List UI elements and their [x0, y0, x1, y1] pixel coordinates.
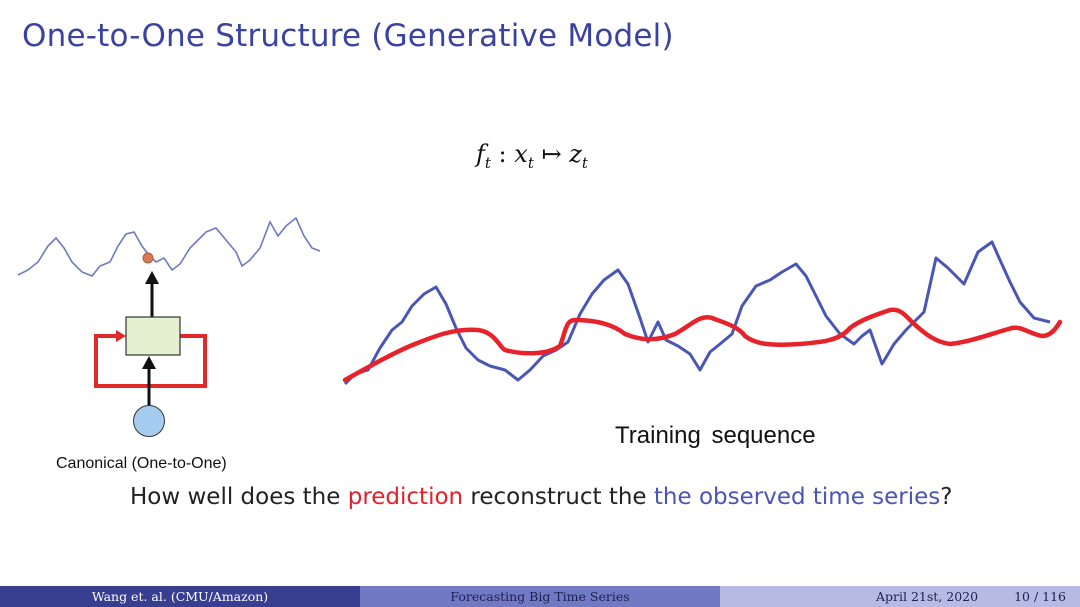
output-series-line: [17, 216, 321, 277]
mapping-formula: ft : xt ↦ zt: [476, 140, 588, 172]
input-node: [133, 405, 165, 437]
slide-title: One-to-One Structure (Generative Model): [22, 18, 674, 54]
question-prediction-highlight: prediction: [347, 484, 464, 510]
question-part-2: reconstruct the: [463, 484, 654, 510]
footer-talk-title-text: Forecasting Big Time Series: [450, 589, 630, 604]
footer-date: April 21st, 2020: [875, 589, 979, 604]
question-part-3: ?: [940, 484, 953, 510]
formula-z: z: [569, 140, 582, 168]
formula-x-subscript: t: [527, 153, 534, 172]
formula-f: f: [476, 140, 485, 168]
footer-author: Wang et. al. (CMU/Amazon): [0, 586, 360, 607]
recurrent-loop-arrow-head: [116, 330, 126, 342]
footer-page-number: 10 / 116: [1014, 589, 1066, 604]
output-arrow-head: [145, 271, 159, 284]
observed-series-line: [343, 240, 1051, 386]
footer-bar: Wang et. al. (CMU/Amazon) Forecasting Bi…: [0, 586, 1080, 607]
question-text: How well does the prediction reconstruct…: [130, 484, 953, 510]
input-arrow-head: [142, 356, 156, 369]
rnn-caption: Canonical (One-to-One): [56, 455, 227, 472]
formula-x: x: [514, 140, 528, 168]
formula-colon: :: [490, 140, 515, 168]
footer-date-page: April 21st, 2020 10 / 116: [720, 586, 1080, 607]
hidden-state-box: [125, 316, 181, 356]
footer-author-text: Wang et. al. (CMU/Amazon): [91, 589, 269, 604]
question-observed-highlight: the observed time series: [653, 484, 941, 510]
output-point-dot: [142, 252, 154, 264]
formula-f-subscript: t: [484, 153, 491, 172]
question-part-1: How well does the: [130, 484, 348, 510]
formula-maps-to: ↦: [533, 140, 570, 168]
prediction-series-line: [342, 307, 1063, 383]
footer-talk-title: Forecasting Big Time Series: [360, 586, 720, 607]
formula-z-subscript: t: [581, 153, 588, 172]
training-sequence-caption: Training sequence: [615, 422, 816, 449]
